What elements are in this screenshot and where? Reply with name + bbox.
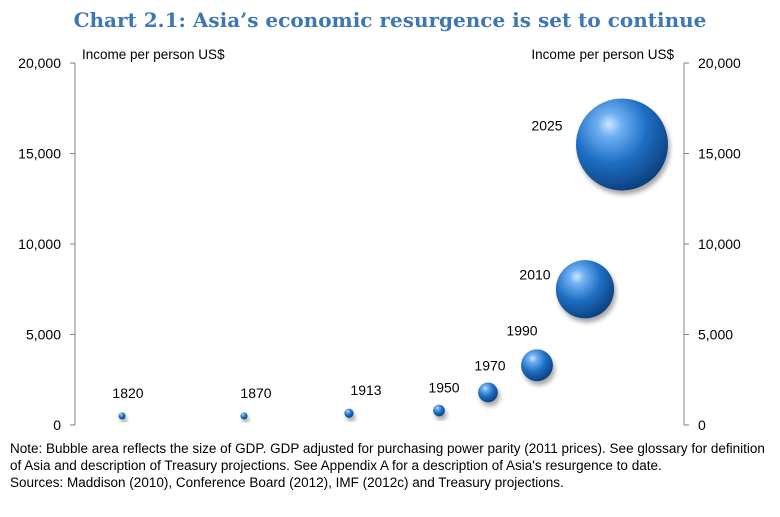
left-axis-label: Income per person US$ [82,47,225,62]
bubble-2025: 2025 [531,98,668,191]
right-tick-label: 20,000 [698,55,741,71]
left-tick-label: 15,000 [18,146,61,162]
chart-notes: Note: Bubble area reflects the size of G… [10,440,770,491]
bubble-1950: 1950 [428,380,460,417]
right-axis-label: Income per person US$ [531,47,674,62]
right-tick-label: 10,000 [698,236,741,252]
bubble-label: 1950 [428,380,459,396]
bubble-2010: 2010 [519,260,615,319]
bubble-label: 1870 [240,385,271,401]
bubble-1913: 1913 [344,382,382,418]
bubble-label: 2025 [531,117,562,133]
left-tick-label: 10,000 [18,236,61,252]
left-tick-label: 20,000 [18,55,61,71]
right-tick-label: 0 [698,417,706,433]
bubble-1820: 1820 [112,385,144,420]
bubble-1990: 1990 [506,322,553,382]
sources-text: Sources: Maddison (2010), Conference Boa… [10,475,564,490]
right-tick-label: 5,000 [698,327,733,343]
bubble-mark [555,260,615,319]
bubble-mark [521,349,553,382]
bubble-mark [118,412,126,420]
bubble-label: 1990 [506,322,537,338]
left-tick-label: 0 [53,417,61,433]
bubble-1870: 1870 [240,385,272,420]
bubble-mark [433,404,445,417]
bubble-mark [478,382,498,403]
bubble-mark [240,412,248,420]
chart-title: Chart 2.1: Asia’s economic resurgence is… [73,8,707,32]
right-tick-label: 15,000 [698,146,741,162]
bubble-mark [576,98,668,191]
bubble-label: 1913 [350,382,381,398]
bubble-mark [344,408,354,418]
note-text: Note: Bubble area reflects the size of G… [10,441,765,473]
left-tick-label: 5,000 [26,327,61,343]
bubble-1970: 1970 [474,357,506,403]
bubble-label: 1820 [112,385,143,401]
bubble-label: 2010 [519,266,550,282]
bubble-label: 1970 [474,357,505,373]
